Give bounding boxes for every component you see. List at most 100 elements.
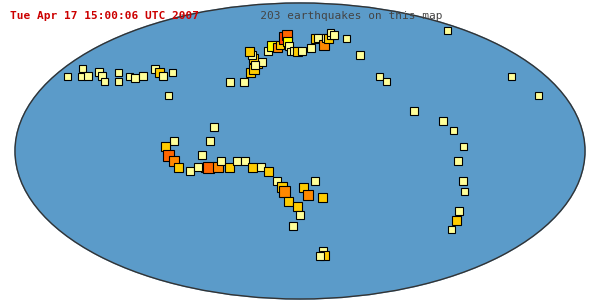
Bar [454, 157, 462, 165]
Bar [276, 182, 287, 192]
Bar [273, 43, 282, 52]
Bar [296, 211, 304, 218]
Bar [356, 50, 364, 59]
Bar [131, 74, 139, 82]
Bar [251, 61, 259, 69]
Bar [267, 41, 277, 51]
Bar [100, 78, 108, 85]
Bar [245, 47, 254, 56]
Bar [461, 188, 468, 195]
Bar [298, 47, 307, 55]
Bar [299, 183, 308, 192]
Bar [459, 177, 467, 185]
Text: 203 earthquakes on this map: 203 earthquakes on this map [240, 11, 442, 21]
Bar [276, 41, 284, 49]
Bar [241, 157, 249, 165]
Bar [324, 34, 333, 43]
Bar [154, 68, 163, 77]
Bar [194, 163, 202, 171]
Bar [448, 226, 455, 233]
Bar [264, 47, 272, 55]
Bar [249, 64, 259, 74]
Bar [249, 54, 258, 63]
Bar [273, 177, 281, 185]
Bar [311, 34, 320, 43]
Bar [319, 39, 329, 50]
Bar [169, 156, 178, 166]
Bar [439, 117, 447, 125]
Bar [285, 42, 293, 50]
Bar [318, 193, 327, 202]
Bar [311, 177, 320, 185]
Bar [198, 151, 206, 159]
Bar [201, 163, 210, 172]
Bar [161, 142, 170, 151]
Bar [316, 252, 324, 260]
Bar [98, 72, 106, 80]
Bar [159, 72, 168, 80]
Bar [290, 47, 298, 55]
Bar [535, 91, 543, 99]
Bar [293, 47, 302, 56]
Bar [213, 162, 223, 172]
Bar [319, 247, 328, 255]
Bar [320, 251, 329, 260]
Bar [169, 69, 176, 76]
Bar [246, 68, 255, 77]
Bar [282, 30, 292, 40]
Bar [326, 31, 335, 39]
Bar [302, 190, 313, 200]
Bar [217, 157, 225, 165]
Ellipse shape [15, 3, 585, 299]
Bar [115, 78, 121, 85]
Bar [460, 144, 466, 151]
Bar [452, 216, 461, 225]
Bar [174, 163, 183, 172]
Bar [254, 59, 263, 68]
Bar [326, 28, 334, 35]
Bar [287, 48, 294, 55]
Bar [225, 163, 234, 172]
Bar [293, 203, 302, 211]
Bar [284, 196, 293, 206]
Bar [322, 34, 329, 42]
Bar [163, 150, 174, 161]
Bar [257, 163, 264, 171]
Text: Tue Apr 17 15:00:06 UTC 2007: Tue Apr 17 15:00:06 UTC 2007 [10, 11, 199, 21]
Bar [206, 137, 214, 145]
Bar [151, 65, 159, 73]
Bar [264, 167, 273, 176]
Bar [84, 72, 93, 80]
Bar [444, 27, 451, 34]
Bar [115, 69, 123, 76]
Bar [258, 58, 266, 65]
Bar [240, 78, 248, 86]
Bar [233, 157, 241, 165]
Bar [248, 50, 256, 59]
Bar [279, 186, 290, 197]
Bar [165, 91, 171, 99]
Bar [95, 69, 103, 76]
Bar [307, 44, 316, 52]
Bar [331, 31, 338, 39]
Bar [282, 37, 291, 46]
Bar [186, 167, 194, 175]
Bar [456, 207, 463, 215]
Bar [248, 163, 257, 172]
Bar [376, 73, 383, 80]
Bar [343, 35, 350, 42]
Bar [79, 65, 87, 72]
Bar [64, 73, 72, 80]
Bar [383, 78, 390, 85]
Bar [289, 222, 297, 230]
Bar [410, 107, 418, 115]
Bar [139, 72, 147, 80]
Bar [279, 32, 291, 44]
Bar [450, 127, 457, 134]
Bar [203, 162, 214, 173]
Bar [169, 137, 178, 145]
Bar [78, 73, 85, 80]
Bar [508, 73, 515, 80]
Bar [210, 123, 218, 131]
Bar [126, 73, 133, 80]
